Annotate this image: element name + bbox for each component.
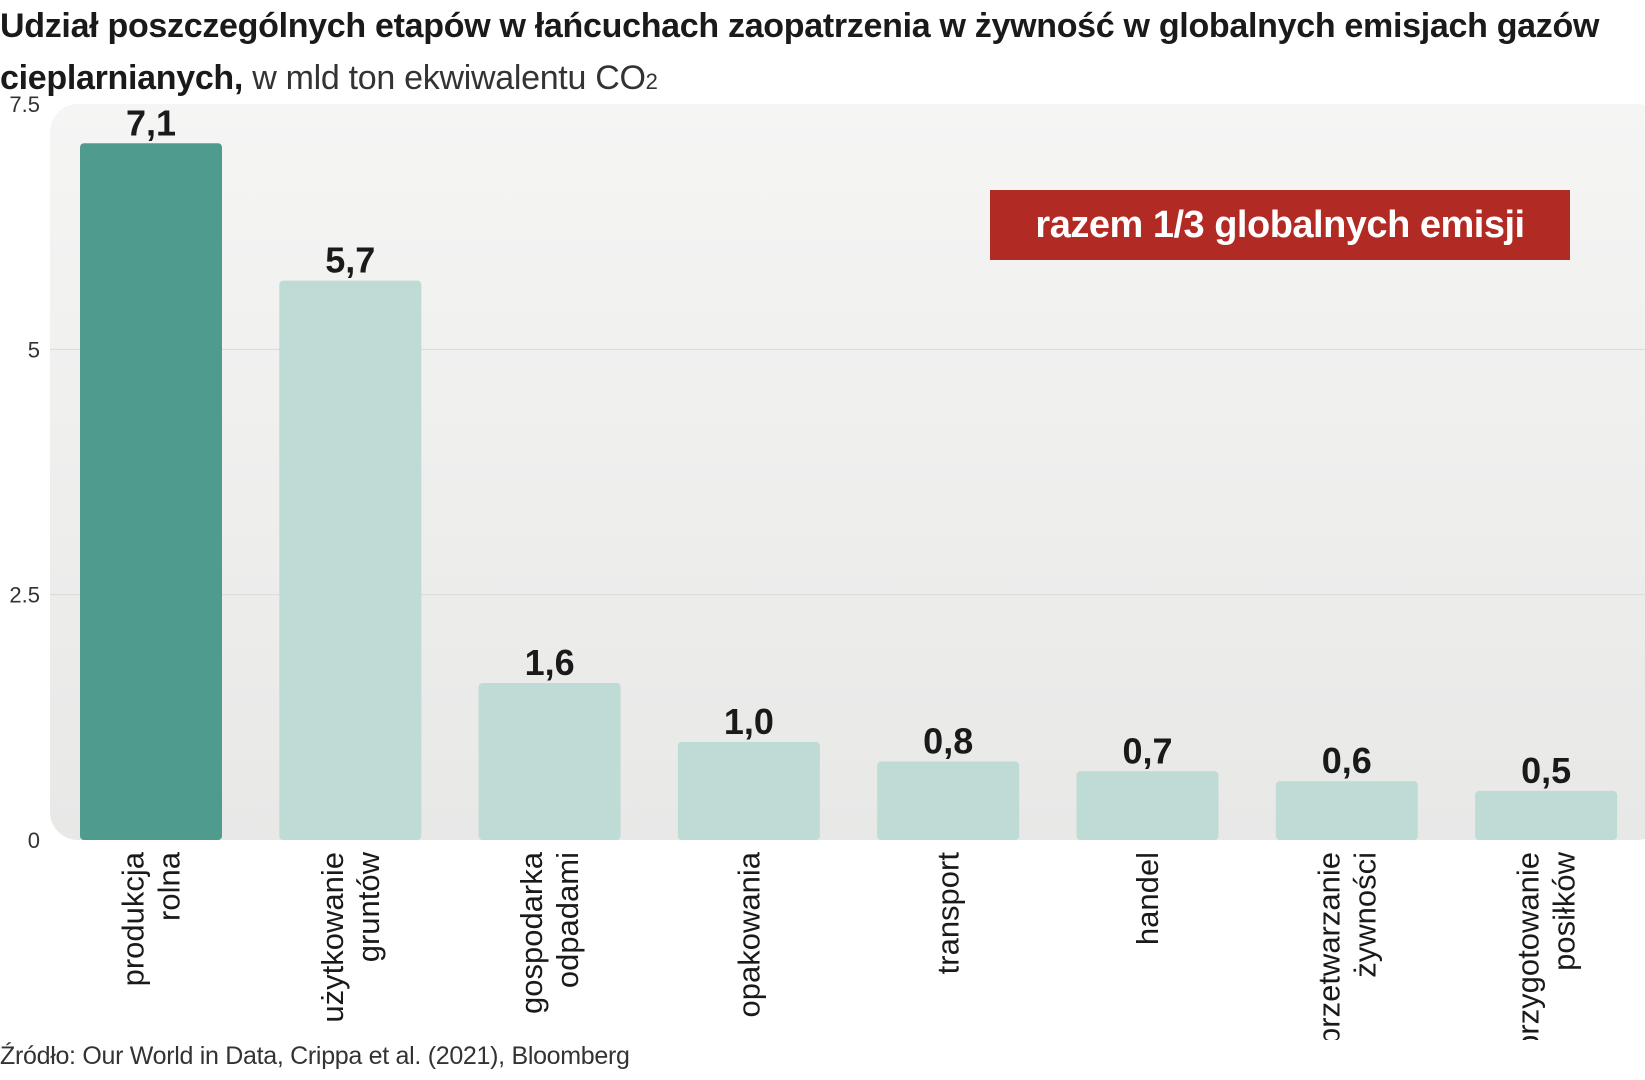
y-tick-label: 7.5 bbox=[9, 92, 40, 117]
chart-title-unit-subscript: 2 bbox=[645, 69, 658, 94]
bar-6 bbox=[1275, 781, 1418, 840]
x-tick-label-line: gospodarka bbox=[514, 851, 549, 1014]
chart-title-unit: w mld ton ekwiwalentu CO2 bbox=[252, 59, 658, 97]
x-tick-label-line: posiłków bbox=[1547, 851, 1582, 970]
value-labels: 7,1 5,7 1,6 1,0 0,8 0,7 0,6 0,5 bbox=[126, 102, 1571, 791]
x-tick-label-line: handel bbox=[1130, 852, 1165, 945]
x-tick-label-7: przygotowanie posiłków bbox=[1511, 851, 1582, 1040]
x-tick-label-line: gruntów bbox=[351, 851, 386, 962]
x-tick-label-1: użytkowanie gruntów bbox=[315, 851, 386, 1022]
x-axis: produkcja rolna użytkowanie gruntów gospodar… bbox=[116, 851, 1582, 1040]
bar-5 bbox=[1076, 771, 1219, 840]
y-tick-label: 2.5 bbox=[9, 583, 40, 608]
total-share-callout: razem 1/3 globalnych emisji bbox=[990, 190, 1570, 260]
bar-1 bbox=[279, 280, 422, 840]
value-label-1: 5,7 bbox=[325, 240, 375, 281]
x-tick-label-line: transport bbox=[931, 852, 966, 975]
bar-0 bbox=[80, 143, 222, 841]
x-tick-label-line: opakowania bbox=[731, 851, 766, 1017]
bar-3 bbox=[677, 741, 820, 840]
x-tick-label-line: użytkowanie bbox=[315, 852, 350, 1023]
bar-2 bbox=[478, 682, 621, 840]
chart-title-bold: Udział poszczególnych etapów w łańcuchac… bbox=[0, 7, 1600, 97]
x-tick-label-line: żywności bbox=[1347, 852, 1382, 978]
y-tick-label: 5 bbox=[28, 337, 40, 362]
x-tick-label-2: gospodarka odpadami bbox=[514, 851, 585, 1014]
x-tick-label-3: opakowania bbox=[731, 851, 766, 1017]
x-tick-label-6: przetwarzanie żywności bbox=[1311, 852, 1382, 1040]
chart-title: Udział poszczególnych etapów w łańcuchac… bbox=[0, 0, 1645, 108]
x-tick-label-line: rolna bbox=[152, 851, 187, 921]
source-note: Źródło: Our World in Data, Crippa et al.… bbox=[0, 1042, 630, 1070]
x-tick-label-line: przygotowanie bbox=[1511, 852, 1546, 1040]
value-label-7: 0,5 bbox=[1521, 750, 1571, 791]
x-tick-label-4: transport bbox=[931, 852, 966, 975]
x-tick-label-line: produkcja bbox=[116, 851, 151, 986]
value-label-3: 1,0 bbox=[724, 701, 774, 742]
y-tick-label: 0 bbox=[28, 828, 40, 853]
bar-7 bbox=[1475, 790, 1618, 840]
value-label-6: 0,6 bbox=[1322, 740, 1372, 781]
bar-chart: 0 2.5 5 7.5 7,1 5,7 1,6 1,0 0,8 0,7 0,6 0,5 produk… bbox=[9, 92, 1645, 1040]
x-tick-label-5: handel bbox=[1130, 852, 1165, 945]
value-label-2: 1,6 bbox=[525, 642, 575, 683]
x-tick-label-line: odpadami bbox=[550, 852, 585, 988]
bars bbox=[80, 143, 1618, 841]
y-axis: 0 2.5 5 7.5 bbox=[9, 92, 40, 853]
value-label-0: 7,1 bbox=[126, 102, 176, 143]
x-tick-label-line: przetwarzanie bbox=[1311, 852, 1346, 1040]
value-label-4: 0,8 bbox=[923, 720, 973, 761]
plot-area bbox=[50, 104, 1645, 840]
value-label-5: 0,7 bbox=[1122, 730, 1172, 771]
x-tick-label-0: produkcja rolna bbox=[116, 851, 187, 986]
chart-title-unit-text: w mld ton ekwiwalentu CO bbox=[252, 59, 646, 97]
bar-4 bbox=[877, 761, 1020, 840]
